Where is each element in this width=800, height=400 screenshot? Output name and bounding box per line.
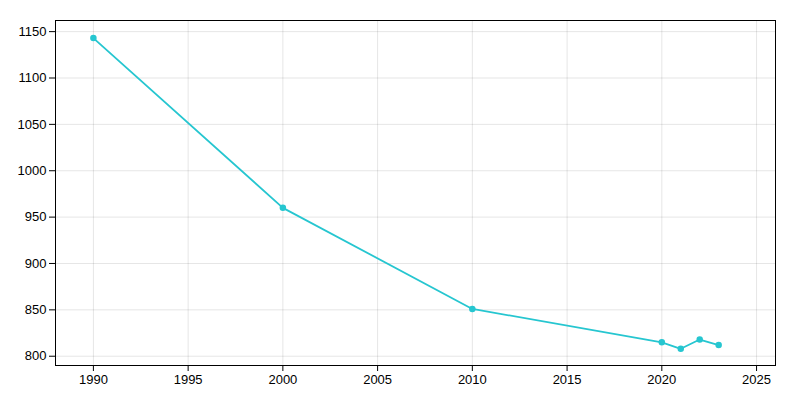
svg-text:900: 900 — [25, 256, 47, 271]
svg-text:2015: 2015 — [553, 372, 582, 387]
svg-text:2005: 2005 — [363, 372, 392, 387]
svg-text:950: 950 — [25, 209, 47, 224]
svg-text:1000: 1000 — [18, 163, 47, 178]
svg-text:850: 850 — [25, 302, 47, 317]
svg-text:800: 800 — [25, 348, 47, 363]
svg-text:1100: 1100 — [19, 70, 47, 85]
svg-text:1990: 1990 — [79, 372, 108, 387]
svg-text:2000: 2000 — [268, 372, 297, 387]
svg-text:1995: 1995 — [174, 372, 203, 387]
svg-text:2010: 2010 — [458, 372, 487, 387]
svg-text:1150: 1150 — [19, 24, 47, 39]
svg-text:1050: 1050 — [18, 117, 47, 132]
svg-text:2020: 2020 — [647, 372, 676, 387]
svg-text:2025: 2025 — [742, 372, 771, 387]
